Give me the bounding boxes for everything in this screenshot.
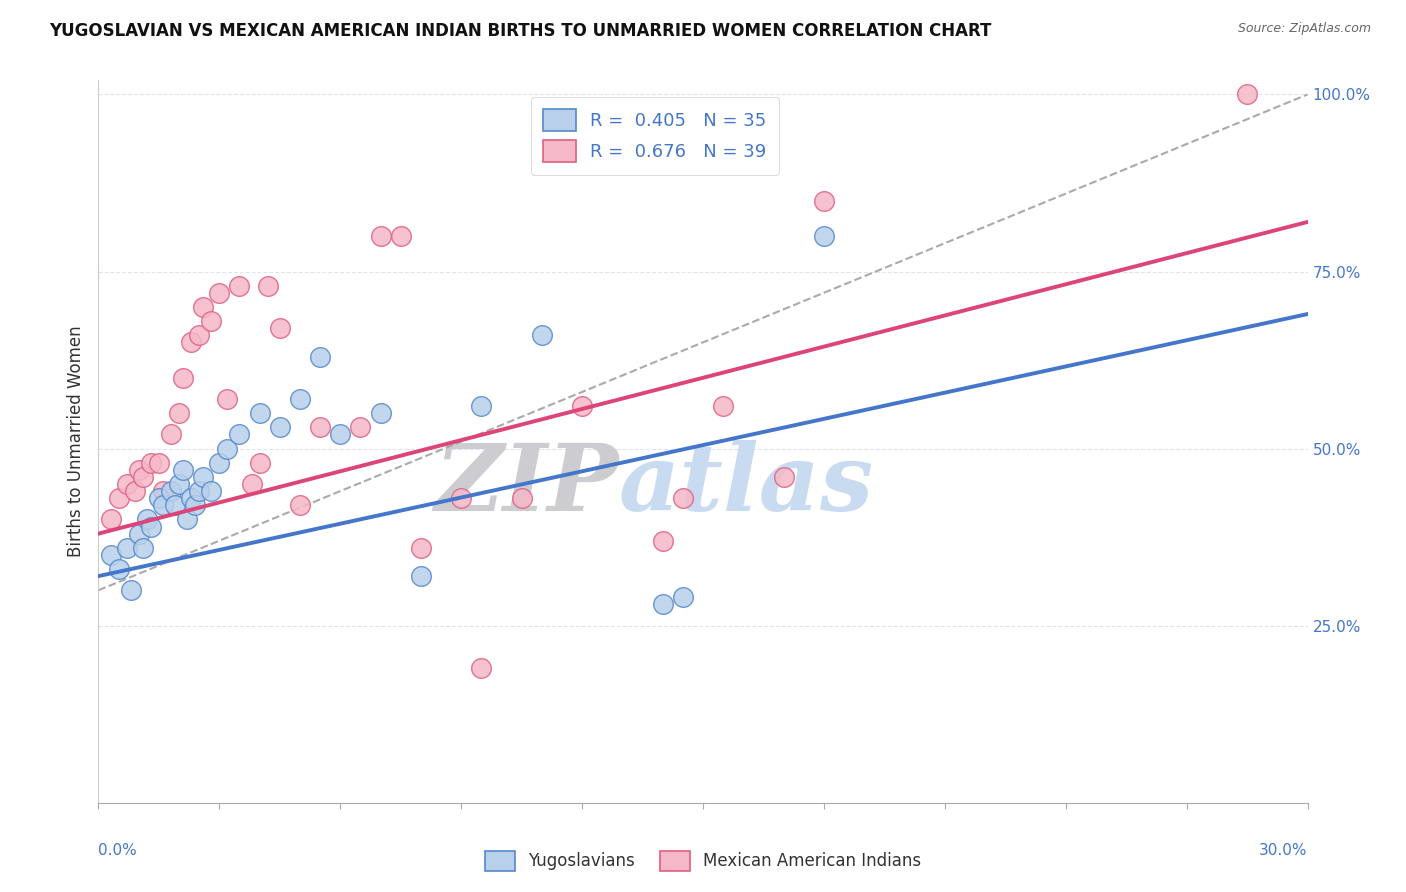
Point xyxy=(152,484,174,499)
Text: atlas: atlas xyxy=(619,440,873,530)
Point xyxy=(188,484,211,499)
Point xyxy=(208,456,231,470)
Point xyxy=(269,321,291,335)
Point xyxy=(115,541,138,555)
Point xyxy=(176,512,198,526)
Point xyxy=(148,456,170,470)
Point xyxy=(450,491,472,506)
Point xyxy=(200,484,222,499)
Point xyxy=(160,427,183,442)
Text: Source: ZipAtlas.com: Source: ZipAtlas.com xyxy=(1237,22,1371,36)
Point xyxy=(172,371,194,385)
Point xyxy=(139,519,162,533)
Point xyxy=(188,328,211,343)
Point xyxy=(329,427,352,442)
Point xyxy=(389,229,412,244)
Point xyxy=(120,583,142,598)
Point xyxy=(470,399,492,413)
Point xyxy=(711,399,734,413)
Point xyxy=(124,484,146,499)
Point xyxy=(571,399,593,413)
Point xyxy=(672,591,695,605)
Point xyxy=(530,328,553,343)
Text: 30.0%: 30.0% xyxy=(1260,843,1308,857)
Point xyxy=(128,463,150,477)
Point xyxy=(240,477,263,491)
Point xyxy=(100,512,122,526)
Text: 0.0%: 0.0% xyxy=(98,843,138,857)
Point xyxy=(135,512,157,526)
Point xyxy=(160,484,183,499)
Point xyxy=(100,548,122,562)
Point xyxy=(152,498,174,512)
Point xyxy=(128,526,150,541)
Point xyxy=(813,229,835,244)
Point xyxy=(107,491,129,506)
Point xyxy=(217,442,239,456)
Point xyxy=(288,392,311,406)
Legend: R =  0.405   N = 35, R =  0.676   N = 39: R = 0.405 N = 35, R = 0.676 N = 39 xyxy=(530,96,779,175)
Point xyxy=(228,278,250,293)
Point xyxy=(813,194,835,208)
Point xyxy=(256,278,278,293)
Point xyxy=(309,350,332,364)
Point xyxy=(510,491,533,506)
Text: ZIP: ZIP xyxy=(434,440,619,530)
Text: YUGOSLAVIAN VS MEXICAN AMERICAN INDIAN BIRTHS TO UNMARRIED WOMEN CORRELATION CHA: YUGOSLAVIAN VS MEXICAN AMERICAN INDIAN B… xyxy=(49,22,991,40)
Point xyxy=(132,541,155,555)
Point xyxy=(309,420,332,434)
Point xyxy=(172,463,194,477)
Point xyxy=(370,229,392,244)
Point xyxy=(208,285,231,300)
Point xyxy=(228,427,250,442)
Point xyxy=(249,456,271,470)
Y-axis label: Births to Unmarried Women: Births to Unmarried Women xyxy=(66,326,84,558)
Point xyxy=(167,477,190,491)
Point xyxy=(349,420,371,434)
Point xyxy=(288,498,311,512)
Point xyxy=(470,661,492,675)
Point xyxy=(180,491,202,506)
Point xyxy=(651,598,673,612)
Point xyxy=(249,406,271,420)
Legend: Yugoslavians, Mexican American Indians: Yugoslavians, Mexican American Indians xyxy=(477,842,929,880)
Point xyxy=(132,470,155,484)
Point xyxy=(672,491,695,506)
Point xyxy=(370,406,392,420)
Point xyxy=(148,491,170,506)
Point xyxy=(217,392,239,406)
Point xyxy=(167,406,190,420)
Point xyxy=(772,470,794,484)
Point xyxy=(193,470,215,484)
Point xyxy=(1236,87,1258,102)
Point xyxy=(115,477,138,491)
Point xyxy=(200,314,222,328)
Point xyxy=(107,562,129,576)
Point xyxy=(269,420,291,434)
Point xyxy=(651,533,673,548)
Point xyxy=(409,541,432,555)
Point xyxy=(139,456,162,470)
Point xyxy=(163,498,186,512)
Point xyxy=(193,300,215,314)
Point xyxy=(184,498,207,512)
Point xyxy=(409,569,432,583)
Point xyxy=(180,335,202,350)
